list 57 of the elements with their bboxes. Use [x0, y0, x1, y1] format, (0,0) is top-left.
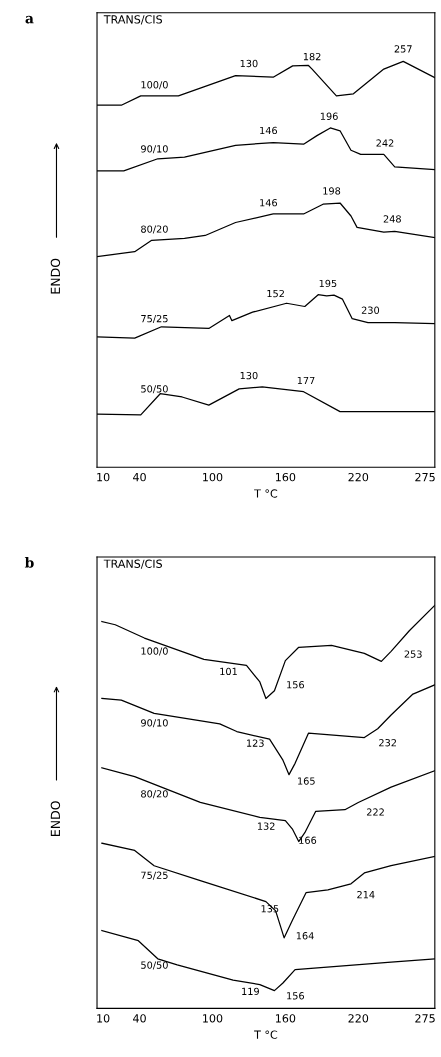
annotation: 146: [260, 199, 278, 207]
annotation: 164: [296, 932, 314, 940]
annotation: 257: [394, 45, 412, 53]
x-tick-label: 40: [133, 1014, 146, 1023]
x-tick-label: 100: [203, 1014, 223, 1023]
annotation: 177: [297, 376, 315, 384]
annotation: 165: [298, 777, 315, 785]
series-label: 100/0: [141, 647, 168, 656]
y-axis-title: ENDO: [50, 801, 61, 836]
annotation: 130: [240, 59, 258, 68]
series-label: 50/50: [141, 961, 168, 970]
x-tick-label: 10: [97, 472, 110, 482]
series-label: 80/20: [141, 225, 168, 234]
annotation: 156: [287, 992, 304, 1000]
x-axis-title: T °C: [254, 489, 278, 498]
x-tick-label: 220: [348, 472, 369, 482]
annotation: 198: [323, 187, 341, 195]
annotation: 230: [361, 306, 380, 314]
text: TRANS/CIS: [103, 559, 163, 569]
annotation: 196: [320, 112, 338, 120]
annotation: 242: [376, 139, 394, 147]
chart-title: b: [24, 557, 34, 568]
series-label: 90/10: [141, 719, 168, 728]
series-label: 100/0: [141, 81, 168, 90]
x-tick-label: 40: [133, 472, 146, 482]
annotation: 152: [267, 289, 284, 298]
annotation: 156: [287, 681, 304, 689]
x-tick-label: 160: [275, 472, 296, 482]
annotation: 248: [383, 215, 401, 223]
series-label: 75/25: [141, 871, 168, 880]
x-tick-label: 275: [415, 1014, 435, 1023]
x-tick-label: 220: [348, 1014, 369, 1023]
series-label: 90/10: [141, 145, 168, 154]
series-label: 80/20: [141, 790, 168, 799]
annotation: 132: [257, 822, 275, 830]
annotation: 253: [404, 650, 422, 658]
x-tick-label: 100: [203, 472, 223, 482]
series-label: 50/50: [141, 385, 168, 394]
annotation: 123: [247, 739, 264, 747]
annotation: 119: [242, 987, 259, 996]
annotation: 182: [303, 52, 321, 61]
chart-title: a: [25, 15, 34, 24]
x-tick-label: 275: [415, 472, 435, 482]
annotation: 166: [299, 836, 317, 844]
text: TRANS/CIS: [103, 15, 163, 25]
annotation: 232: [379, 739, 396, 747]
x-tick-label: 10: [97, 1014, 110, 1023]
x-tick-label: 160: [275, 1014, 296, 1023]
annotation: 101: [220, 667, 237, 676]
annotation: 130: [240, 371, 258, 380]
annotation: 214: [357, 890, 375, 899]
annotation: 222: [366, 808, 384, 816]
series-label: 75/25: [141, 314, 168, 324]
y-axis-title: ENDO: [50, 258, 61, 294]
annotation: 146: [260, 126, 278, 135]
annotation: 195: [319, 279, 337, 288]
x-axis-title: T °C: [254, 1030, 278, 1039]
